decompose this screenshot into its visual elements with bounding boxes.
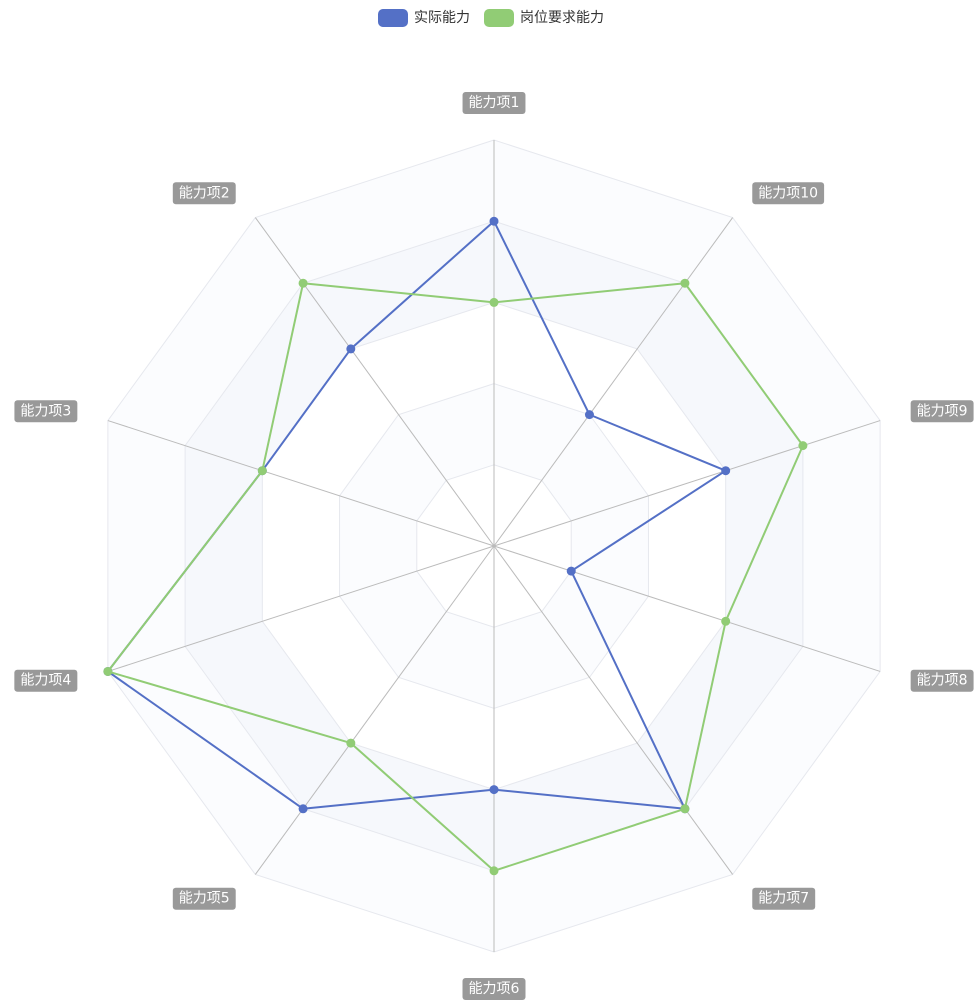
- indicator-label-text: 能力项9: [917, 403, 968, 419]
- indicator-label-3: 能力项3: [14, 400, 77, 422]
- series-2-point-9[interactable]: [798, 441, 807, 450]
- series-1-point-2[interactable]: [346, 344, 355, 353]
- series-1-point-8[interactable]: [567, 567, 576, 576]
- legend-label: 岗位要求能力: [520, 10, 604, 26]
- legend-swatch: [484, 9, 514, 27]
- indicator-label-10: 能力项10: [752, 182, 824, 204]
- indicator-label-4: 能力项4: [14, 670, 77, 692]
- indicator-label-1: 能力项1: [463, 92, 526, 114]
- indicator-label-6: 能力项6: [463, 978, 526, 1000]
- legend-swatch: [378, 9, 408, 27]
- indicator-label-7: 能力项7: [752, 888, 815, 910]
- series-1-point-10[interactable]: [585, 410, 594, 419]
- indicator-label-text: 能力项2: [179, 185, 230, 201]
- indicator-label-2: 能力项2: [173, 182, 236, 204]
- indicator-label-text: 能力项5: [179, 891, 230, 907]
- series-2-point-5[interactable]: [346, 739, 355, 748]
- series-2-point-3[interactable]: [258, 466, 267, 475]
- series-1-point-1[interactable]: [490, 217, 499, 226]
- series-2-point-8[interactable]: [721, 617, 730, 626]
- series-1-point-9[interactable]: [721, 466, 730, 475]
- indicator-label-5: 能力项5: [173, 888, 236, 910]
- series-1-point-5[interactable]: [299, 804, 308, 813]
- series-2-point-7[interactable]: [680, 804, 689, 813]
- indicator-label-9: 能力项9: [911, 400, 974, 422]
- series-2-point-2[interactable]: [299, 279, 308, 288]
- legend-label: 实际能力: [414, 10, 470, 26]
- indicator-label-8: 能力项8: [911, 670, 974, 692]
- series-2-point-4[interactable]: [103, 667, 112, 676]
- indicator-label-text: 能力项4: [20, 673, 71, 689]
- series-2-point-10[interactable]: [680, 279, 689, 288]
- indicator-label-text: 能力项7: [758, 891, 809, 907]
- legend-item-2[interactable]: 岗位要求能力: [484, 9, 604, 27]
- series-2-point-1[interactable]: [490, 298, 499, 307]
- indicator-label-text: 能力项6: [469, 981, 520, 997]
- indicator-label-text: 能力项8: [917, 673, 968, 689]
- series-1-point-6[interactable]: [490, 785, 499, 794]
- indicator-label-text: 能力项10: [758, 185, 818, 201]
- indicator-label-text: 能力项1: [469, 95, 520, 111]
- indicator-label-text: 能力项3: [20, 403, 71, 419]
- legend-item-1[interactable]: 实际能力: [378, 9, 470, 27]
- series-2-point-6[interactable]: [490, 866, 499, 875]
- legend: 实际能力 岗位要求能力: [378, 9, 604, 27]
